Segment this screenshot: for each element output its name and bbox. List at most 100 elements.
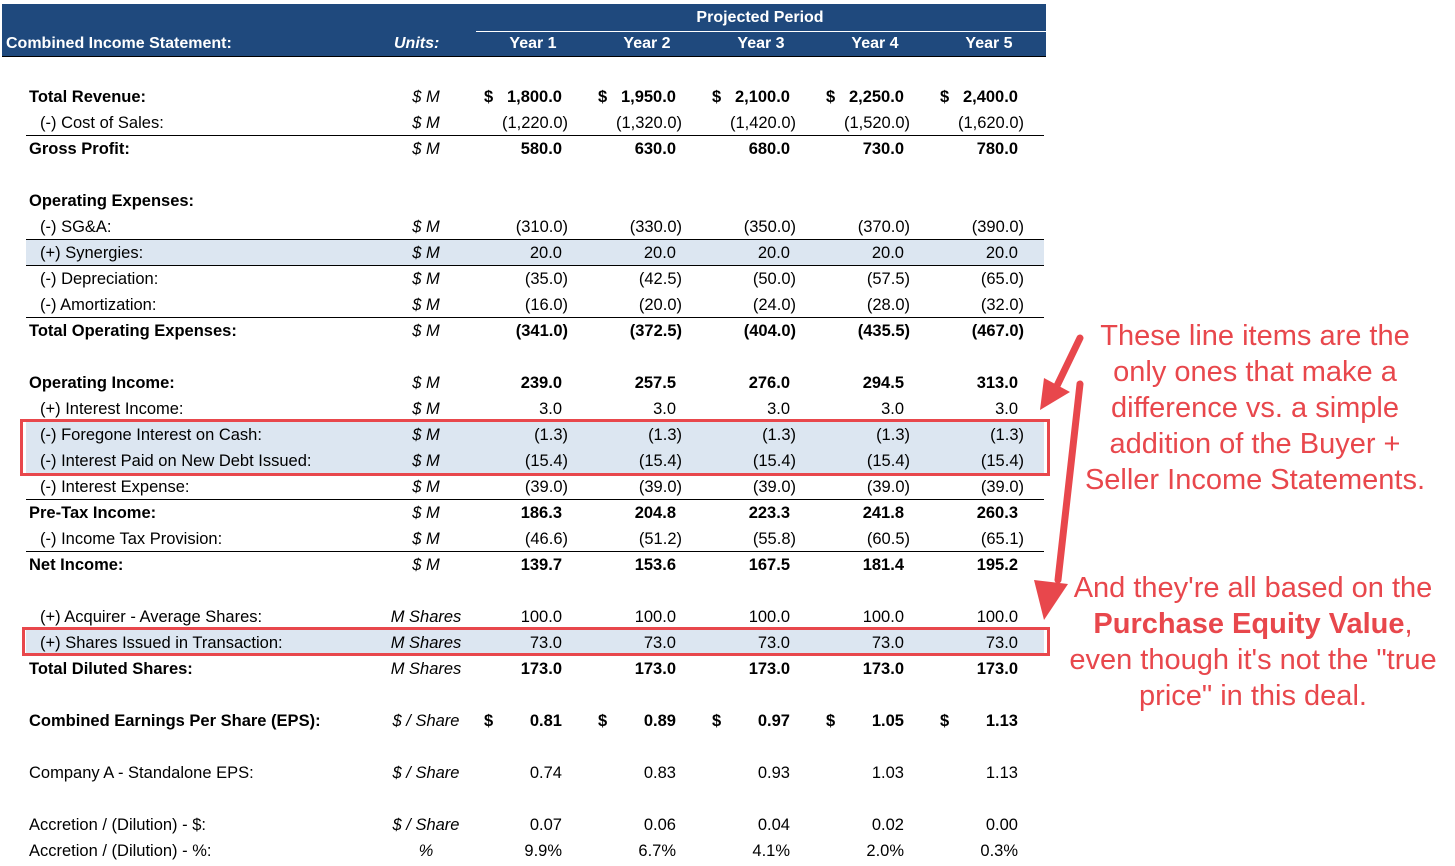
cell-year-1: 0.81 (529, 712, 562, 730)
cell-year-1: 100.0 (520, 608, 562, 626)
cell-year-4: 1.03 (871, 764, 904, 782)
cell-year-1: 0.07 (529, 816, 562, 834)
cell-year-1: 0.74 (529, 764, 562, 782)
currency-symbol: $ (940, 712, 950, 730)
row-label: Total Revenue: (29, 88, 147, 106)
cell-year-2: 100.0 (634, 608, 676, 626)
cell-year-3: (50.0) (752, 270, 796, 288)
annotation-text-part2: , even though it's not the "true price" … (1069, 608, 1437, 712)
table-row: (+) Interest Income: $ M 3.0 3.0 3.0 3.0 3.0 (26, 396, 1044, 422)
units-header: Units: (394, 35, 440, 52)
row-label: Pre-Tax Income: (29, 504, 157, 522)
cell-year-3: 173.0 (748, 660, 790, 678)
cell-year-1: (1.3) (534, 426, 568, 444)
cell-year-4: (435.5) (857, 322, 910, 340)
cell-year-1: 3.0 (539, 400, 562, 418)
cell-year-3: (15.4) (752, 452, 796, 470)
cell-year-3: 100.0 (748, 608, 790, 626)
row-label: (-) Cost of Sales: (40, 114, 164, 132)
cell-year-2: (15.4) (638, 452, 682, 470)
cell-year-2: (1,320.0) (615, 114, 682, 132)
row-unit: % (418, 842, 434, 860)
highlight-box-interest-adjustments (20, 419, 1050, 476)
cell-year-3: (55.8) (752, 530, 796, 548)
cell-year-5: (32.0) (980, 296, 1024, 314)
cell-year-2: 630.0 (634, 140, 676, 158)
cell-year-3: 276.0 (748, 374, 790, 392)
cell-year-4: 3.0 (881, 400, 904, 418)
cell-year-2: 257.5 (634, 374, 676, 392)
cell-year-1: 580.0 (520, 140, 562, 158)
cell-year-3: 167.5 (748, 556, 790, 574)
cell-year-1: (15.4) (524, 452, 568, 470)
row-label: (-) Foregone Interest on Cash: (40, 426, 262, 444)
cell-year-5: 173.0 (976, 660, 1018, 678)
row-unit: $ M (412, 322, 440, 340)
annotation-text-bold: Purchase Equity Value (1093, 608, 1405, 640)
row-label: Operating Income: (29, 374, 175, 392)
cell-year-5: (15.4) (980, 452, 1024, 470)
row-label: Net Income: (29, 556, 124, 574)
cell-year-5: (65.1) (980, 530, 1024, 548)
cell-year-2: 73.0 (643, 634, 676, 652)
row-label: (+) Interest Income: (40, 400, 184, 418)
currency-symbol: $ (826, 88, 836, 106)
table-row: (-) Depreciation: $ M (35.0) (42.5) (50.0) (5… (26, 265, 1044, 292)
row-label: (-) Interest Paid on New Debt Issued: (40, 452, 312, 470)
row-unit: $ / Share (392, 816, 460, 834)
row-unit: $ M (412, 426, 440, 444)
table-row: (-) Interest Paid on New Debt Issued: $ M… (26, 448, 1044, 474)
table-row: Gross Profit: $ M 580.0 630.0 680.0 730.0 780.… (26, 135, 1044, 162)
currency-symbol: $ (598, 712, 608, 730)
cell-year-2: (42.5) (638, 270, 682, 288)
cell-year-2: 1,950.0 (620, 88, 676, 106)
cell-year-2: 0.83 (643, 764, 676, 782)
cell-year-3: 2,100.0 (734, 88, 790, 106)
row-unit: M Shares (390, 634, 462, 652)
cell-year-5: 0.00 (985, 816, 1018, 834)
table-row: Total Operating Expenses: $ M (341.0) (372.… (26, 317, 1044, 344)
cell-year-4: 73.0 (871, 634, 904, 652)
table-row: (-) Cost of Sales: $ M (1,220.0) (1,320.0) (… (26, 110, 1044, 136)
cell-year-5: 20.0 (985, 244, 1018, 262)
cell-year-4: (39.0) (866, 478, 910, 496)
row-unit: $ M (412, 374, 440, 392)
cell-year-1: (310.0) (515, 218, 568, 236)
cell-year-1: (35.0) (524, 270, 568, 288)
highlight-box-shares-issued (22, 627, 1050, 656)
cell-year-1: 73.0 (529, 634, 562, 652)
row-label: Company A - Standalone EPS: (29, 764, 254, 782)
income-statement-sheet: Projected Period Combined Income Stateme… (2, 4, 1050, 860)
cell-year-5: (1,620.0) (957, 114, 1024, 132)
cell-year-2: (330.0) (629, 218, 682, 236)
row-unit: $ M (412, 530, 440, 548)
row-label: (+) Acquirer - Average Shares: (40, 608, 263, 626)
table-row: Accretion / (Dilution) - $: $ / Share 0.07… (26, 812, 1044, 838)
row-unit: $ M (412, 452, 440, 470)
cell-year-5: 0.3% (980, 842, 1018, 860)
annotation-note-line-items: These line items are the only ones that … (1084, 320, 1426, 496)
cell-year-2: 173.0 (634, 660, 676, 678)
cell-year-4: (60.5) (866, 530, 910, 548)
table-row: (-) Income Tax Provision: $ M (46.6) (51.2)… (26, 526, 1044, 552)
cell-year-5: 780.0 (976, 140, 1018, 158)
cell-year-1: 186.3 (520, 504, 562, 522)
cell-year-5: (39.0) (980, 478, 1024, 496)
table-row: Combined Earnings Per Share (EPS): $ / Sh… (26, 708, 1044, 734)
cell-year-2: 204.8 (634, 504, 676, 522)
cell-year-5: 3.0 (995, 400, 1018, 418)
cell-year-4: 2.0% (866, 842, 904, 860)
cell-year-2: 20.0 (643, 244, 676, 262)
table-row: (+) Acquirer - Average Shares: M Shares 10… (26, 604, 1044, 630)
cell-year-4: 2,250.0 (848, 88, 904, 106)
cell-year-2: (39.0) (638, 478, 682, 496)
cell-year-5: 260.3 (976, 504, 1018, 522)
cell-year-4: (28.0) (866, 296, 910, 314)
row-label: (+) Shares Issued in Transaction: (40, 634, 283, 652)
cell-year-4: 1.05 (871, 712, 904, 730)
cell-year-3: (350.0) (743, 218, 796, 236)
cell-year-1: (39.0) (524, 478, 568, 496)
row-unit: $ M (412, 556, 440, 574)
cell-year-4: (57.5) (866, 270, 910, 288)
cell-year-2: (372.5) (629, 322, 682, 340)
